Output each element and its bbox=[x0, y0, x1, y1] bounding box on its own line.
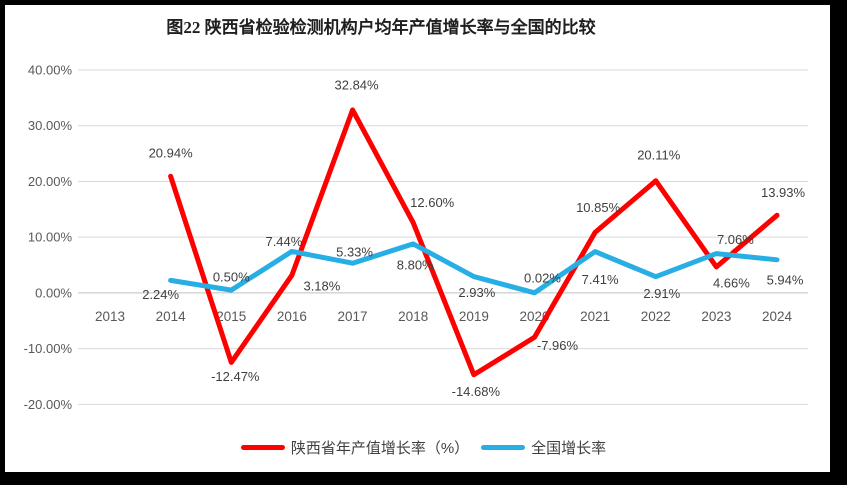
data-label-national: 8.80% bbox=[397, 257, 434, 272]
data-label-shaanxi: 12.60% bbox=[410, 195, 455, 210]
x-tick-label: 2018 bbox=[398, 309, 428, 324]
data-label-national: 5.94% bbox=[767, 272, 804, 287]
x-tick-label: 2017 bbox=[338, 309, 368, 324]
x-tick-label: 2014 bbox=[156, 309, 187, 324]
x-tick-label: 2013 bbox=[95, 309, 125, 324]
y-tick-label: -20.00% bbox=[24, 397, 73, 412]
data-label-national: 0.50% bbox=[213, 270, 250, 285]
data-label-shaanxi: 13.93% bbox=[761, 185, 806, 200]
data-label-national: 5.33% bbox=[336, 245, 373, 260]
x-tick-label: 2022 bbox=[641, 309, 671, 324]
data-label-national: 2.93% bbox=[458, 285, 495, 300]
y-tick-label: 20.00% bbox=[28, 174, 73, 189]
data-label-national: 2.24% bbox=[142, 287, 179, 302]
data-label-shaanxi: -12.47% bbox=[211, 369, 260, 384]
data-label-national: 2.91% bbox=[643, 286, 680, 301]
red-line-swatch-icon bbox=[240, 444, 285, 450]
legend-item-national[interactable]: 全国增长率 bbox=[481, 437, 606, 458]
y-tick-label: 10.00% bbox=[28, 230, 73, 245]
y-tick-label: -10.00% bbox=[24, 341, 73, 356]
x-tick-label: 2015 bbox=[216, 309, 246, 324]
y-tick-label: 30.00% bbox=[28, 118, 73, 133]
data-label-shaanxi: -7.96% bbox=[537, 338, 579, 353]
series-line-national[interactable] bbox=[168, 241, 780, 296]
data-label-national: 7.41% bbox=[582, 272, 619, 287]
legend-label-national: 全国增长率 bbox=[531, 439, 607, 457]
data-label-national: 7.44% bbox=[265, 234, 302, 249]
data-label-national: 0.02% bbox=[524, 270, 561, 285]
x-tick-label: 2016 bbox=[277, 309, 307, 324]
data-label-shaanxi: 3.18% bbox=[303, 279, 340, 294]
y-tick-label: 40.00% bbox=[28, 62, 73, 77]
series-line-shaanxi[interactable] bbox=[168, 107, 780, 378]
y-tick-label: 0.00% bbox=[35, 285, 72, 300]
data-label-shaanxi: 20.11% bbox=[637, 147, 681, 162]
blue-line-swatch-icon bbox=[481, 444, 526, 450]
chart-title: 图22 陕西省检验检测机构户均年产值增长率与全国的比较 bbox=[166, 18, 596, 37]
x-tick-label: 2023 bbox=[701, 309, 731, 324]
data-label-shaanxi: -14.68% bbox=[452, 384, 501, 399]
x-tick-label: 2024 bbox=[762, 309, 793, 324]
data-label-shaanxi: 4.66% bbox=[713, 275, 750, 290]
data-label-shaanxi: 10.85% bbox=[576, 200, 621, 215]
x-tick-label: 2021 bbox=[580, 309, 610, 324]
legend-item-shaanxi[interactable]: 陕西省年产值增长率（%） bbox=[240, 437, 470, 458]
x-tick-label: 2019 bbox=[459, 309, 489, 324]
legend: 陕西省年产值增长率（%） 全国增长率 bbox=[0, 436, 847, 458]
data-label-shaanxi: 32.84% bbox=[335, 77, 380, 92]
data-label-shaanxi: 20.94% bbox=[149, 146, 194, 161]
legend-label-shaanxi: 陕西省年产值增长率（%） bbox=[290, 439, 470, 457]
data-label-national: 7.06% bbox=[717, 232, 754, 247]
